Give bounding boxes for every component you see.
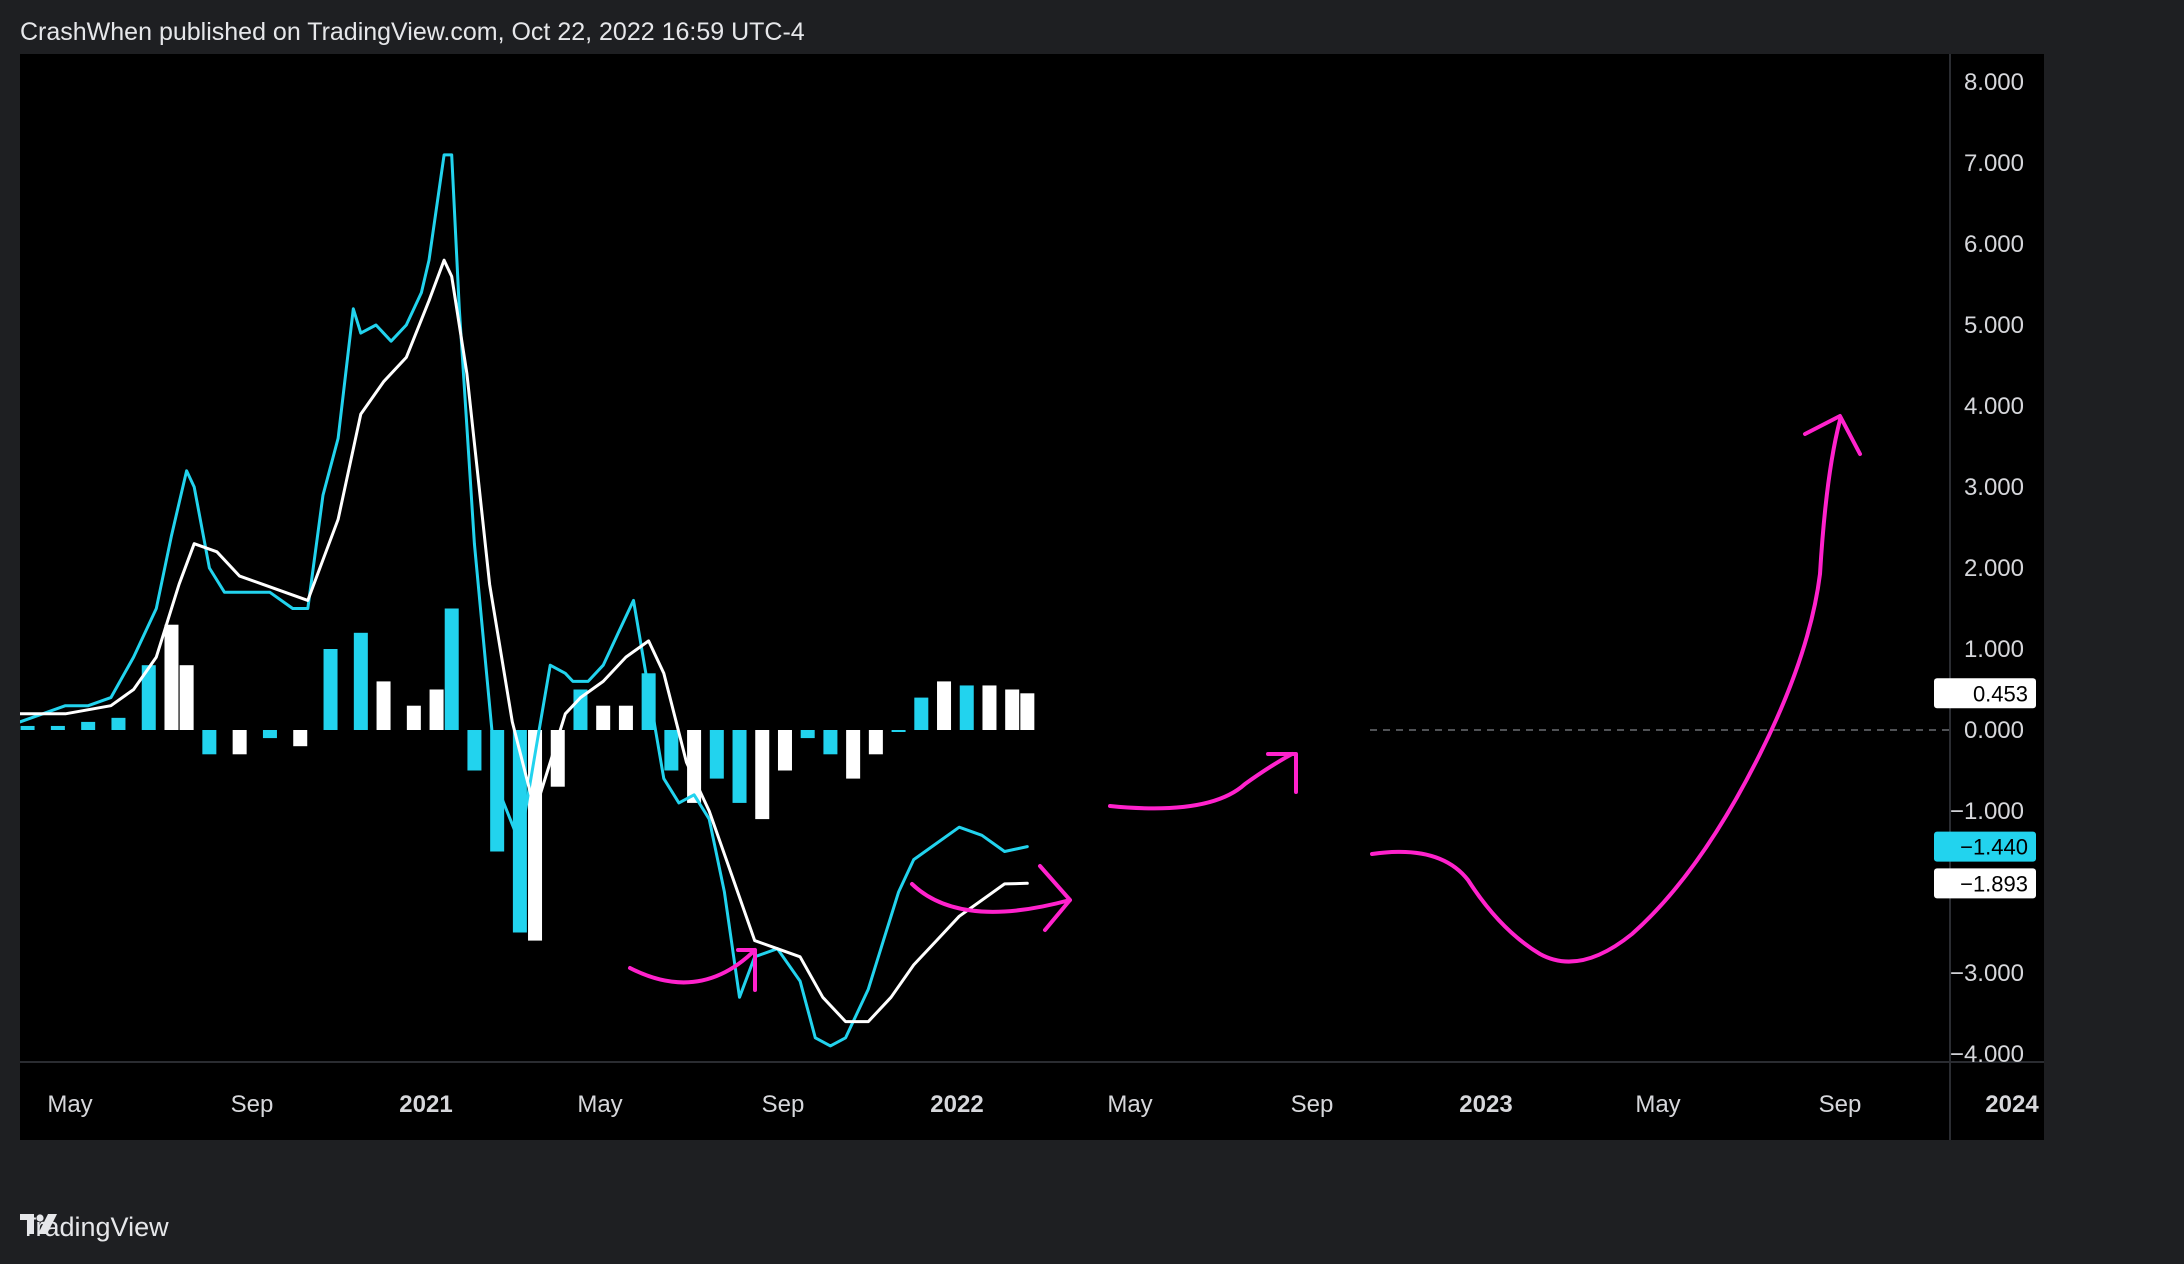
svg-text:−1.893: −1.893 xyxy=(1960,871,2028,896)
histogram-bar xyxy=(467,730,482,771)
time-tick-month: May xyxy=(1107,1091,1152,1118)
time-tick-month: May xyxy=(47,1091,92,1118)
histogram-bar xyxy=(596,705,611,730)
price-tick-label: −1.000 xyxy=(1950,798,2024,825)
histogram-bar xyxy=(777,730,792,771)
histogram-bar xyxy=(20,725,35,730)
annotation-arrow-1 xyxy=(628,948,757,992)
price-tick-label: 0.000 xyxy=(1964,717,2024,744)
histogram-bar xyxy=(376,681,391,730)
histogram-bar xyxy=(732,730,747,803)
price-tick-label: 8.000 xyxy=(1964,69,2024,96)
histogram-bar xyxy=(1005,689,1020,730)
histogram-bar xyxy=(664,730,679,771)
histogram-bar xyxy=(512,730,527,933)
histogram-bar xyxy=(1020,693,1035,730)
histogram-bar xyxy=(868,730,883,755)
histogram-bar xyxy=(323,649,338,730)
svg-text:0.453: 0.453 xyxy=(1973,681,2028,706)
annotation-arrow-2 xyxy=(910,864,1072,932)
price-tick-label: 2.000 xyxy=(1964,555,2024,582)
annotation-layer xyxy=(628,414,1862,992)
signal-line xyxy=(20,258,1029,1024)
histogram-bar xyxy=(444,608,459,730)
time-tick-month: May xyxy=(1635,1091,1680,1118)
signal-last-value-tag: −1.893 xyxy=(1934,868,2036,899)
time-tick-year: 2022 xyxy=(930,1091,983,1118)
histogram-bar xyxy=(914,697,929,730)
tradingview-logo-icon xyxy=(20,1214,57,1234)
price-tick-label: 5.000 xyxy=(1964,312,2024,339)
time-tick-month: Sep xyxy=(1291,1091,1334,1118)
histogram-bar xyxy=(959,685,974,730)
histogram-bar xyxy=(111,717,126,730)
price-tick-label: 3.000 xyxy=(1964,474,2024,501)
histogram-bar xyxy=(982,685,997,730)
histogram-bar xyxy=(846,730,861,779)
histogram-bar xyxy=(164,624,179,730)
time-tick-month: May xyxy=(577,1091,622,1118)
macd-chart[interactable]: 8.000 7.000 6.000 5.000 4.000 3.000 2.000 1.000… xyxy=(20,54,2044,1140)
histogram-bar xyxy=(81,721,96,730)
histogram-bar xyxy=(406,705,421,730)
histogram-bar xyxy=(141,665,156,730)
price-tick-label: 7.000 xyxy=(1964,150,2024,177)
time-tick-month: Sep xyxy=(231,1091,274,1118)
annotation-projection xyxy=(1370,414,1862,964)
histogram-bar xyxy=(202,730,217,755)
histogram-bar xyxy=(232,730,247,755)
svg-text:−1.440: −1.440 xyxy=(1960,835,2028,860)
histogram-bar xyxy=(891,730,906,732)
price-tick-label: −3.000 xyxy=(1950,960,2024,987)
histogram-bar xyxy=(50,725,65,730)
chart-panel[interactable]: 8.000 7.000 6.000 5.000 4.000 3.000 2.000 1.000… xyxy=(20,54,2044,1140)
histogram-bar xyxy=(179,665,194,730)
histogram-bar xyxy=(823,730,838,755)
macd-last-value-tag: −1.440 xyxy=(1934,831,2036,862)
price-tick-label: 6.000 xyxy=(1964,231,2024,258)
price-tick-label: 1.000 xyxy=(1964,636,2024,663)
last-value-tags: 0.453 −1.440 −1.893 xyxy=(1934,678,2036,899)
histogram-last-value-tag: 0.453 xyxy=(1934,678,2036,709)
histogram-layer xyxy=(20,608,1035,941)
time-axis: May Sep 2021 May Sep 2022 May Sep 2023 May Sep 2024 xyxy=(47,1091,2039,1118)
histogram-bar xyxy=(293,730,308,747)
histogram-bar xyxy=(800,730,815,739)
footer: TradingView xyxy=(20,1212,169,1243)
histogram-bar xyxy=(618,705,633,730)
time-tick-year: 2023 xyxy=(1459,1091,1512,1118)
series-layer xyxy=(20,153,1029,1048)
price-tick-label: 4.000 xyxy=(1964,393,2024,420)
time-tick-year: 2021 xyxy=(399,1091,452,1118)
histogram-bar xyxy=(755,730,770,820)
histogram-bar xyxy=(709,730,724,779)
price-tick-label: −4.000 xyxy=(1950,1041,2024,1068)
time-tick-month: Sep xyxy=(1819,1091,1862,1118)
histogram-bar xyxy=(550,730,565,787)
histogram-bar xyxy=(353,632,368,730)
price-axis: 8.000 7.000 6.000 5.000 4.000 3.000 2.000 1.000… xyxy=(1950,69,2024,1068)
publish-line: CrashWhen published on TradingView.com, … xyxy=(20,18,805,46)
annotation-arrow-3 xyxy=(1108,752,1298,811)
time-tick-month: Sep xyxy=(762,1091,805,1118)
time-tick-year: 2024 xyxy=(1985,1091,2039,1118)
histogram-bar xyxy=(429,689,444,730)
macd-line xyxy=(20,153,1029,1048)
histogram-bar xyxy=(937,681,952,730)
histogram-bar xyxy=(262,730,277,739)
